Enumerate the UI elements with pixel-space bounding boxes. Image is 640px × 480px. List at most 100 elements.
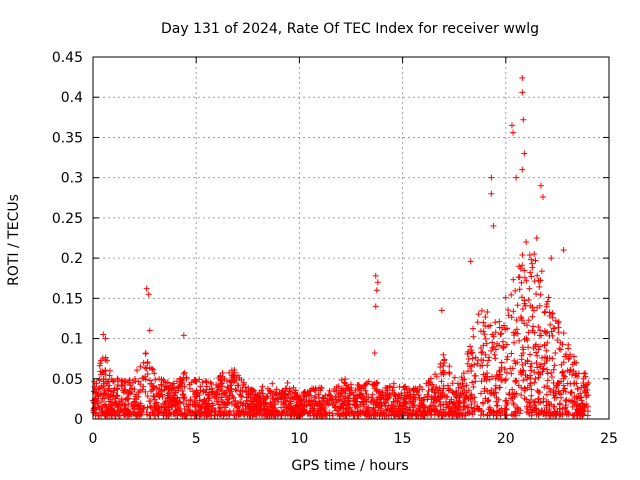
data-point — [215, 382, 222, 389]
data-point — [365, 404, 372, 411]
data-point — [583, 401, 590, 408]
data-point — [543, 303, 550, 310]
y-tick-label: 0.2 — [61, 251, 83, 267]
data-point — [569, 397, 576, 404]
data-point — [559, 406, 566, 413]
data-point — [524, 405, 531, 412]
data-point — [338, 389, 345, 396]
data-point — [430, 383, 437, 390]
data-point — [519, 262, 526, 269]
data-point — [526, 399, 533, 406]
data-point — [324, 398, 331, 405]
data-point — [478, 307, 485, 314]
data-point — [269, 380, 276, 387]
data-point — [95, 412, 102, 419]
data-point — [170, 380, 177, 387]
data-point — [377, 390, 384, 397]
data-point — [570, 368, 577, 375]
data-point — [533, 341, 540, 348]
data-point — [177, 375, 184, 382]
data-point — [504, 353, 511, 360]
data-point — [106, 382, 113, 389]
data-point — [121, 402, 128, 409]
data-point — [524, 337, 531, 344]
data-point — [102, 367, 109, 374]
data-point — [531, 250, 538, 257]
y-tick-label: 0.1 — [61, 332, 83, 348]
data-point — [235, 382, 242, 389]
data-point — [535, 346, 542, 353]
data-point — [536, 343, 543, 350]
data-point — [448, 396, 455, 403]
data-point — [149, 366, 156, 373]
data-point — [223, 412, 230, 419]
data-point — [417, 407, 424, 414]
data-point — [494, 409, 501, 416]
y-tick-label: 0.05 — [52, 372, 83, 388]
data-point — [503, 376, 510, 383]
data-point — [345, 401, 352, 408]
data-point — [260, 407, 267, 414]
data-point — [143, 365, 150, 372]
data-point — [482, 351, 489, 358]
data-point — [567, 390, 574, 397]
data-point — [528, 256, 535, 263]
data-point — [233, 412, 240, 419]
data-point — [525, 344, 532, 351]
data-point — [172, 389, 179, 396]
data-point — [557, 346, 564, 353]
data-point — [114, 375, 121, 382]
data-point — [544, 377, 551, 384]
data-point — [547, 321, 554, 328]
data-point — [470, 333, 477, 340]
data-point — [555, 329, 562, 336]
data-point — [545, 294, 552, 301]
data-point — [532, 257, 539, 264]
data-point — [209, 389, 216, 396]
data-point — [102, 354, 109, 361]
data-point — [506, 391, 513, 398]
data-point — [489, 339, 496, 346]
data-point — [540, 365, 547, 372]
data-point — [355, 381, 362, 388]
data-point — [200, 387, 207, 394]
data-point — [535, 395, 542, 402]
data-point — [357, 385, 364, 392]
data-point — [553, 384, 560, 391]
data-point — [538, 268, 545, 275]
data-point — [479, 399, 486, 406]
data-point — [122, 378, 129, 385]
data-point — [489, 344, 496, 351]
data-point — [469, 349, 476, 356]
data-point — [564, 367, 571, 374]
data-point — [492, 355, 499, 362]
data-point — [501, 406, 508, 413]
data-point — [562, 353, 569, 360]
data-point — [440, 382, 447, 389]
data-point — [244, 403, 251, 410]
x-tick-label: 0 — [89, 431, 98, 447]
data-point — [508, 314, 515, 321]
data-point — [290, 384, 297, 391]
data-point — [536, 302, 543, 309]
data-point — [475, 311, 482, 318]
data-point — [560, 330, 567, 337]
data-point — [468, 368, 475, 375]
data-point — [519, 166, 526, 173]
data-point — [143, 285, 150, 292]
data-point — [389, 387, 396, 394]
data-point — [416, 383, 423, 390]
data-point — [569, 371, 576, 378]
data-point — [432, 393, 439, 400]
data-point — [352, 395, 359, 402]
data-point — [543, 391, 550, 398]
data-point — [186, 385, 193, 392]
data-point — [120, 412, 127, 419]
data-point — [178, 380, 185, 387]
data-point — [202, 400, 209, 407]
data-point — [372, 272, 379, 279]
data-point — [544, 370, 551, 377]
data-point — [469, 379, 476, 386]
data-point — [519, 252, 526, 259]
data-point — [144, 411, 151, 418]
